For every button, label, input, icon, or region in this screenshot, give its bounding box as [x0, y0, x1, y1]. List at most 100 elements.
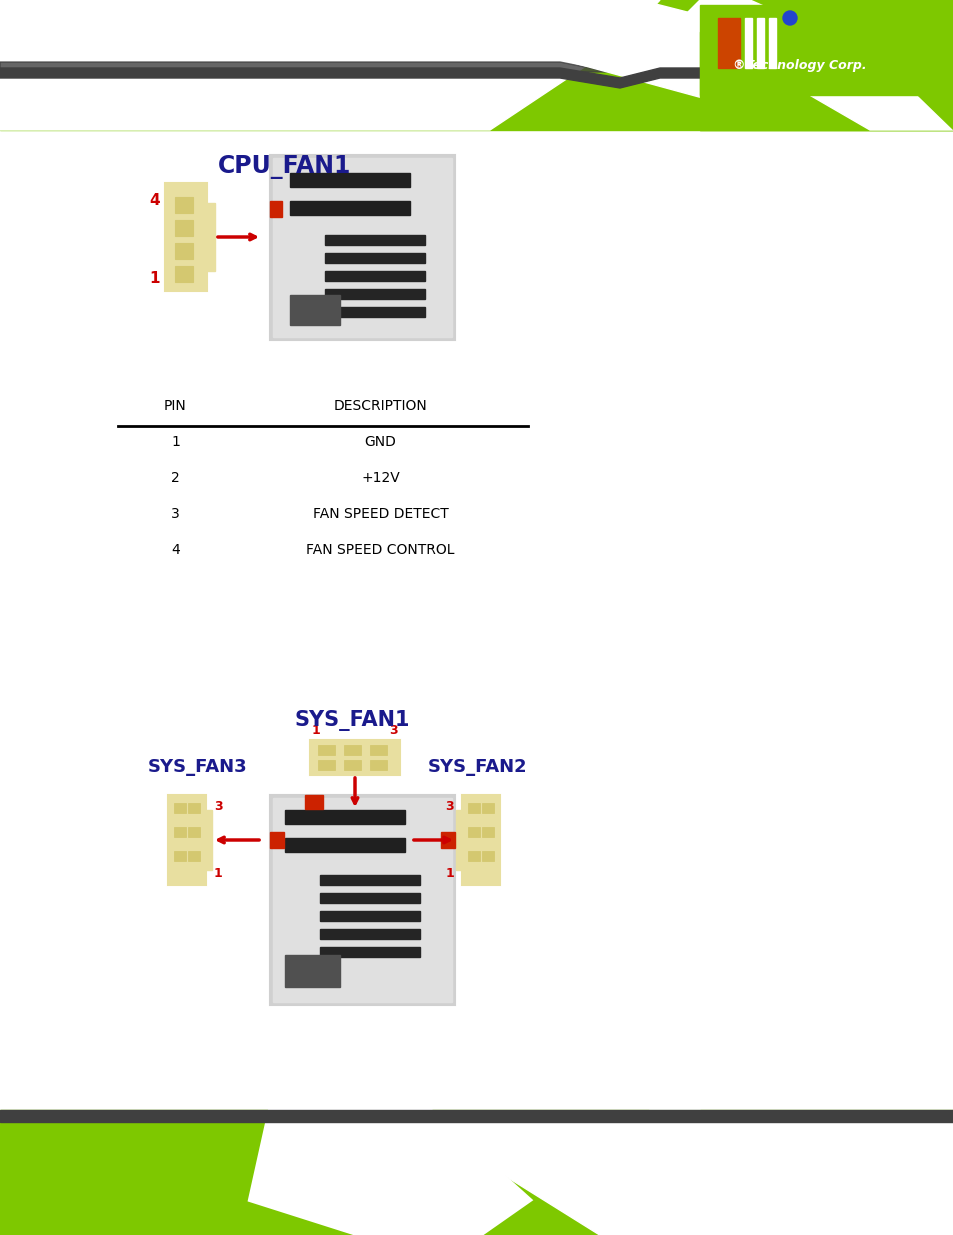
Bar — [0, 1110, 953, 1123]
Text: 4: 4 — [150, 193, 160, 207]
Bar — [757, 19, 763, 68]
Bar — [461, 795, 499, 885]
Bar — [325, 270, 424, 282]
Bar — [206, 810, 212, 869]
Text: SYS_FAN3: SYS_FAN3 — [148, 758, 248, 776]
Bar — [310, 740, 399, 776]
Bar — [319, 947, 419, 957]
Bar — [118, 496, 233, 532]
Bar — [207, 203, 214, 270]
Bar — [325, 253, 424, 263]
Polygon shape — [0, 68, 953, 88]
Bar — [325, 235, 424, 245]
Bar — [173, 827, 186, 837]
Bar — [290, 173, 410, 186]
Text: FAN SPEED DETECT: FAN SPEED DETECT — [313, 508, 448, 521]
Bar — [468, 827, 479, 837]
Bar — [273, 798, 452, 1002]
Bar — [173, 803, 186, 813]
Bar — [456, 810, 461, 869]
Bar — [440, 832, 455, 848]
Text: 1: 1 — [150, 270, 160, 287]
Bar — [317, 745, 335, 755]
Polygon shape — [679, 0, 953, 130]
Bar — [188, 851, 200, 861]
Text: 1: 1 — [171, 435, 180, 450]
Text: 3: 3 — [171, 508, 180, 521]
Bar — [344, 745, 360, 755]
Text: +12V: +12V — [361, 471, 399, 485]
Text: SYS_FAN2: SYS_FAN2 — [428, 758, 527, 776]
Text: 4: 4 — [171, 543, 180, 557]
Text: 3: 3 — [213, 800, 222, 813]
Bar — [118, 532, 233, 568]
Bar — [285, 839, 405, 852]
Bar — [233, 424, 527, 459]
Bar — [325, 289, 424, 299]
Polygon shape — [250, 1110, 530, 1235]
Bar — [481, 851, 494, 861]
Bar — [290, 295, 339, 325]
Bar — [305, 795, 323, 809]
Bar — [317, 760, 335, 769]
Bar — [370, 760, 387, 769]
Polygon shape — [619, 1110, 749, 1235]
Text: 3: 3 — [389, 724, 397, 737]
Bar — [273, 158, 452, 337]
Bar — [188, 803, 200, 813]
Text: 1: 1 — [445, 867, 454, 881]
Bar — [285, 955, 339, 987]
Bar — [188, 827, 200, 837]
Bar — [285, 810, 405, 824]
Bar — [481, 803, 494, 813]
Bar — [290, 201, 410, 215]
Polygon shape — [490, 0, 953, 130]
Bar — [270, 795, 455, 1005]
Bar — [319, 893, 419, 903]
Polygon shape — [700, 0, 953, 130]
Bar — [344, 760, 360, 769]
Text: 1: 1 — [213, 867, 222, 881]
Bar — [270, 201, 282, 217]
Bar — [468, 851, 479, 861]
Bar — [118, 459, 233, 496]
Bar — [319, 929, 419, 939]
Bar — [168, 795, 206, 885]
Bar — [174, 266, 193, 282]
Bar — [319, 911, 419, 921]
Polygon shape — [820, 0, 953, 130]
Bar — [165, 183, 207, 291]
Text: DESCRIPTION: DESCRIPTION — [334, 399, 427, 412]
Bar — [174, 220, 193, 236]
Circle shape — [782, 11, 796, 25]
Polygon shape — [0, 0, 953, 130]
Polygon shape — [0, 0, 659, 65]
Bar — [174, 243, 193, 259]
Text: 1: 1 — [312, 724, 320, 737]
Bar — [233, 459, 527, 496]
Bar — [718, 19, 740, 68]
Text: FAN SPEED CONTROL: FAN SPEED CONTROL — [306, 543, 455, 557]
Bar — [319, 876, 419, 885]
Bar — [468, 803, 479, 813]
Bar — [233, 496, 527, 532]
Polygon shape — [0, 0, 609, 130]
Bar — [481, 827, 494, 837]
Polygon shape — [0, 62, 609, 72]
Bar — [233, 532, 527, 568]
Text: 3: 3 — [445, 800, 454, 813]
Bar — [0, 1110, 953, 1235]
Text: PIN: PIN — [164, 399, 187, 412]
Bar — [325, 308, 424, 317]
Polygon shape — [629, 0, 953, 130]
Text: SYS_FAN1: SYS_FAN1 — [294, 710, 410, 731]
Bar — [118, 424, 233, 459]
Text: ®Technology Corp.: ®Technology Corp. — [733, 58, 866, 72]
Bar — [270, 832, 284, 848]
Text: GND: GND — [364, 435, 396, 450]
Bar — [118, 388, 233, 424]
Text: 2: 2 — [171, 471, 180, 485]
Text: CPU_FAN1: CPU_FAN1 — [218, 156, 351, 179]
Bar — [174, 198, 193, 212]
Bar — [233, 388, 527, 424]
